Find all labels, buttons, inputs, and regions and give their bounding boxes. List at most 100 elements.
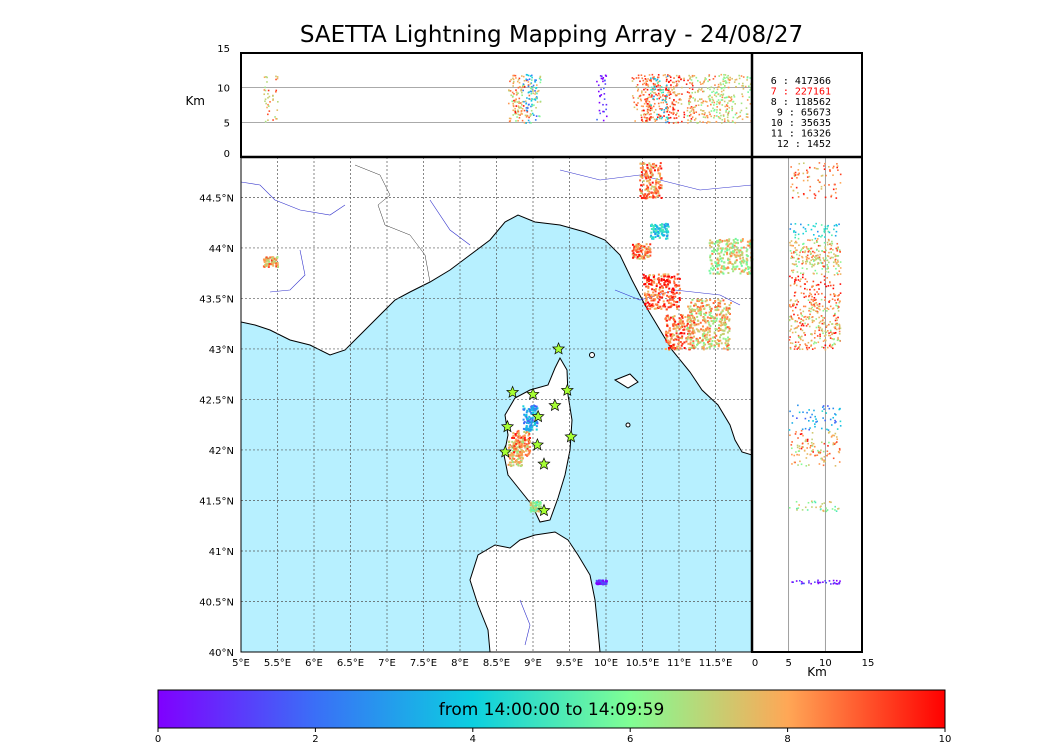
lightning-source xyxy=(640,251,643,254)
lightning-source-lat-alt xyxy=(794,277,797,279)
lightning-source-lon-alt xyxy=(723,96,726,99)
lightning-source xyxy=(521,454,524,457)
lightning-cluster xyxy=(649,75,840,240)
lightning-source-lat-alt xyxy=(823,275,826,278)
lightning-source-lon-alt xyxy=(678,80,680,83)
lightning-source xyxy=(674,327,677,330)
lightning-source-lat-alt xyxy=(811,501,814,504)
lightning-source xyxy=(529,418,532,421)
lightning-source-lat-alt xyxy=(828,301,830,303)
lightning-source-lon-alt xyxy=(527,85,530,88)
lightning-source-lon-alt xyxy=(534,80,537,83)
lightning-source xyxy=(667,295,670,298)
lightning-source xyxy=(654,166,657,169)
lightning-source-lat-alt xyxy=(823,259,825,261)
lightning-source xyxy=(656,178,659,181)
lightning-source xyxy=(660,224,663,227)
lightning-source-lat-alt xyxy=(827,405,829,407)
lightning-source-lat-alt xyxy=(789,244,792,247)
lightning-source-lon-alt xyxy=(517,86,520,89)
lat-tick-label: 44°N xyxy=(209,244,234,255)
lightning-source xyxy=(520,440,523,443)
lightning-source-lon-alt xyxy=(691,81,694,84)
lightning-source xyxy=(721,318,724,321)
lightning-source xyxy=(680,322,683,325)
lightning-source-lat-alt xyxy=(815,258,818,261)
lightning-cluster xyxy=(595,74,841,586)
lightning-source-lon-alt xyxy=(646,83,649,86)
lightning-source-lon-alt xyxy=(738,82,740,85)
lightning-source xyxy=(679,341,682,344)
lightning-source-lon-alt xyxy=(633,101,636,104)
lightning-source-lat-alt xyxy=(791,183,794,186)
lightning-source-lon-alt xyxy=(726,96,728,99)
lightning-source xyxy=(675,304,678,307)
lightning-source-lon-alt xyxy=(657,74,660,76)
lightning-source-lon-alt xyxy=(691,108,693,110)
lightning-source xyxy=(719,300,722,303)
lightning-source xyxy=(533,509,536,512)
lightning-source-lat-alt xyxy=(802,251,804,253)
lightning-source xyxy=(727,339,730,342)
lightning-source-lat-alt xyxy=(834,343,836,346)
lightning-source-lon-alt xyxy=(521,100,524,103)
lightning-source-lon-alt xyxy=(652,82,655,85)
lightning-source xyxy=(647,290,650,293)
lightning-source xyxy=(746,248,749,251)
lightning-source xyxy=(707,343,710,346)
lightning-source-lon-alt xyxy=(646,103,649,105)
lightning-source-lon-alt xyxy=(746,99,749,101)
lightning-source xyxy=(673,282,676,285)
lightning-source-lat-alt xyxy=(823,461,825,463)
lightning-source xyxy=(747,268,750,271)
lightning-source xyxy=(686,322,689,325)
station-star-icon xyxy=(526,387,540,401)
lightning-source-lat-alt xyxy=(795,240,797,243)
lightning-source xyxy=(709,317,712,320)
lightning-source-lat-alt xyxy=(833,253,835,255)
lightning-source xyxy=(637,250,640,253)
lightning-source-lon-alt xyxy=(675,114,677,116)
lightning-source xyxy=(692,330,695,333)
lightning-source-lon-alt xyxy=(662,101,665,104)
lightning-source xyxy=(731,263,734,266)
lightning-source-lon-alt xyxy=(600,88,602,91)
lightning-source-lat-alt xyxy=(808,317,811,320)
lightning-source xyxy=(667,225,670,228)
lightning-source xyxy=(717,239,720,242)
lightning-source xyxy=(701,346,704,349)
lightning-source xyxy=(665,336,668,339)
lightning-source-lon-alt xyxy=(712,99,715,102)
lightning-source-lat-alt xyxy=(839,173,842,176)
lightning-source xyxy=(667,283,670,286)
lightning-source-lon-alt xyxy=(686,91,689,93)
lightning-source xyxy=(651,284,654,287)
lightning-source-lat-alt xyxy=(790,166,792,168)
lightning-source xyxy=(725,308,728,311)
lightning-source-lat-alt xyxy=(797,507,800,509)
lightning-source xyxy=(653,281,656,284)
lightning-source-lon-alt xyxy=(277,100,279,103)
lightning-source-lon-alt xyxy=(276,77,279,80)
lightning-source xyxy=(536,509,539,512)
lightning-source-lon-alt xyxy=(726,102,729,104)
lightning-source-lat-alt xyxy=(811,286,813,288)
lat-tick-label: 40°N xyxy=(209,648,234,659)
lightning-source-lat-alt xyxy=(796,249,798,252)
lightning-source xyxy=(725,307,728,310)
lightning-source-lon-alt xyxy=(749,102,752,105)
lightning-source-lat-alt xyxy=(827,265,829,268)
lightning-source-lon-alt xyxy=(527,91,530,94)
lightning-source xyxy=(639,244,642,247)
lightning-source xyxy=(648,303,651,306)
lightning-source-lon-alt xyxy=(644,113,647,116)
lightning-source xyxy=(647,278,650,281)
lightning-source-lon-alt xyxy=(645,81,647,83)
lightning-source-lon-alt xyxy=(668,94,671,96)
lightning-source xyxy=(514,434,517,437)
lightning-source xyxy=(711,316,714,319)
lightning-source-lat-alt xyxy=(816,311,819,313)
lightning-source xyxy=(658,175,661,178)
lightning-source xyxy=(693,323,696,326)
lightning-source-lat-alt xyxy=(823,317,826,319)
